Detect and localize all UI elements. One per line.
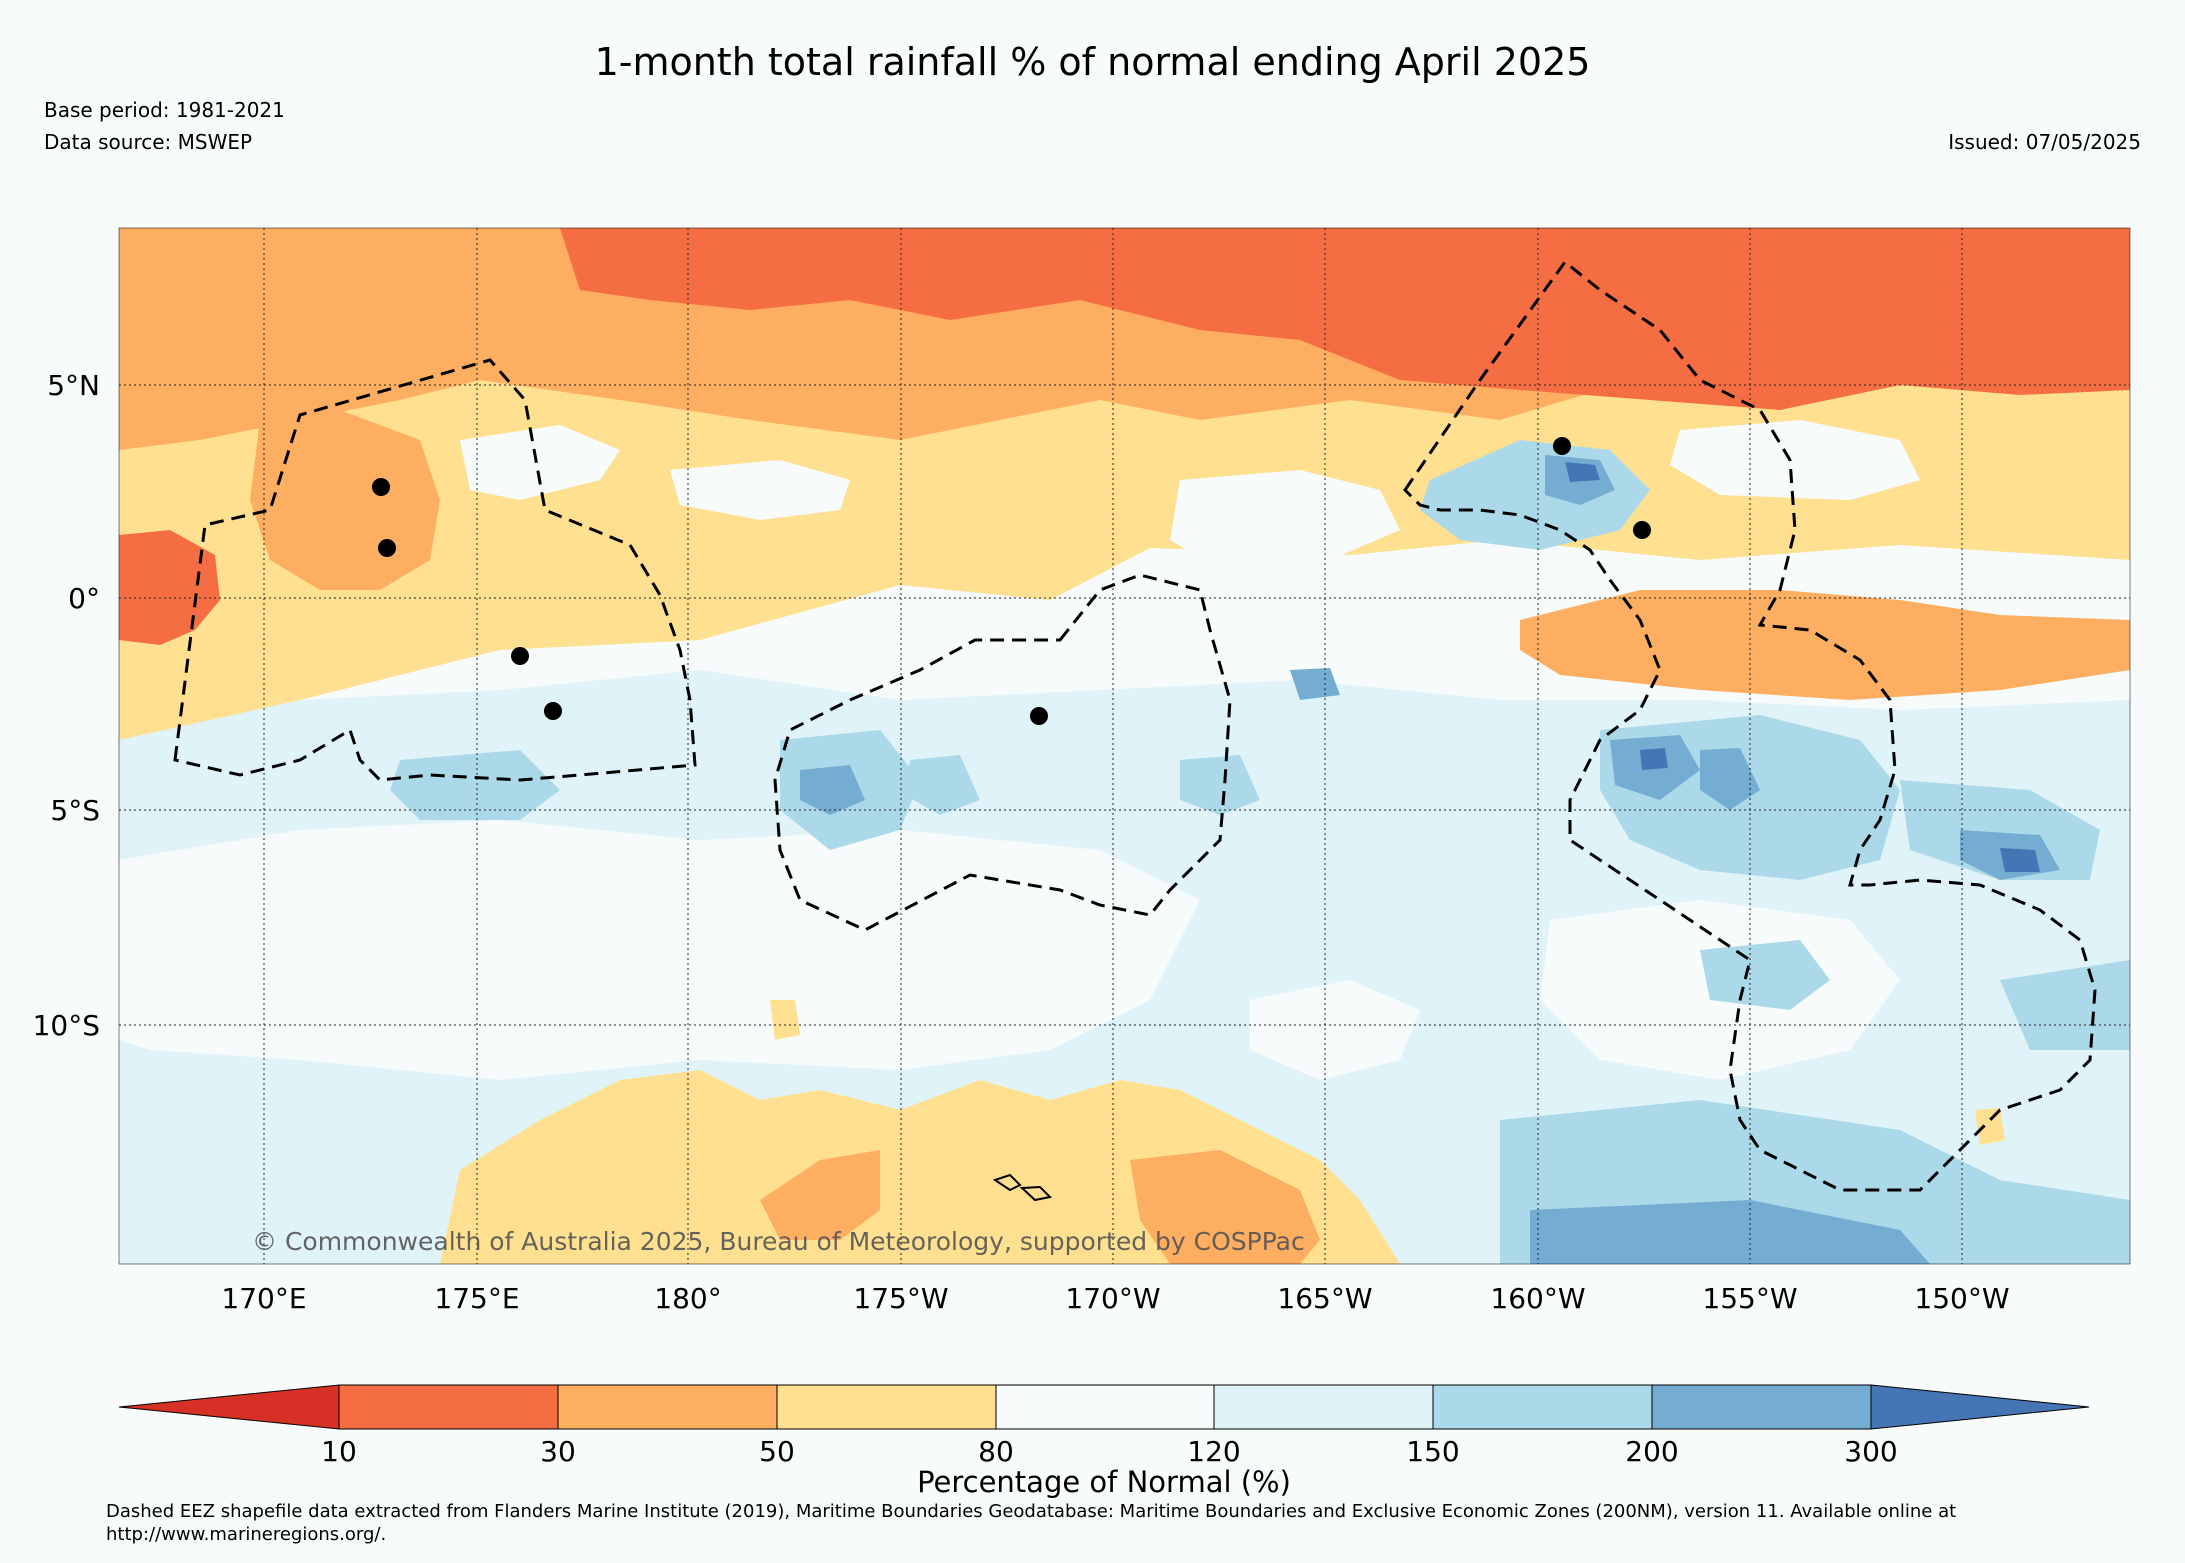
colorbar-bin-120-150 — [1213, 1384, 1434, 1430]
lon-label-170e: 170°E — [221, 1282, 306, 1315]
colorbar-tick: 80 — [978, 1435, 1014, 1468]
base-period: Base period: 1981-2021 — [44, 98, 285, 122]
data-source: Data source: MSWEP — [44, 130, 253, 154]
colorbar-tick: 150 — [1406, 1435, 1459, 1468]
colorbar-bin-80-120 — [995, 1384, 1215, 1430]
colorbar-tick: 200 — [1625, 1435, 1678, 1468]
colorbar-tick: 300 — [1844, 1435, 1897, 1468]
lon-label-175w: 175°W — [853, 1282, 948, 1315]
lat-label-5n: 5°N — [47, 369, 100, 402]
colorbar-bin-50-80 — [776, 1384, 997, 1430]
lat-labels: 5°N 0° 5°S 10°S — [33, 369, 100, 1042]
colorbar-extend-high — [1870, 1384, 2090, 1430]
map-frame — [118, 227, 2131, 1265]
samoa-islands — [992, 1173, 1053, 1202]
graticule — [119, 228, 2130, 1264]
lon-labels: 170°E 175°E 180° 175°W 170°W 165°W 160°W… — [221, 1282, 2009, 1315]
colorbar-tick: 120 — [1187, 1435, 1240, 1468]
eez-boundaries — [173, 259, 2097, 1192]
lat-label-10s: 10°S — [33, 1009, 100, 1042]
lon-label-175e: 175°E — [434, 1282, 519, 1315]
lat-label-5s: 5°S — [50, 794, 100, 827]
colorbar-bin-30-50 — [557, 1384, 778, 1430]
lon-label-165w: 165°W — [1277, 1282, 1372, 1315]
footnote: Dashed EEZ shapefile data extracted from… — [106, 1501, 1957, 1545]
colorbar-tick: 10 — [321, 1435, 357, 1468]
colorbar-bin-150-200 — [1432, 1384, 1653, 1430]
colorbar-bin-10-30 — [338, 1384, 559, 1430]
colorbar-tick: 50 — [759, 1435, 795, 1468]
map-title: 1-month total rainfall % of normal endin… — [594, 40, 1591, 84]
lat-label-0: 0° — [68, 582, 100, 615]
colorbar — [118, 1384, 2090, 1430]
rainfall-field — [119, 228, 2130, 1264]
lon-label-170w: 170°W — [1065, 1282, 1160, 1315]
colorbar-bin-200-300 — [1651, 1384, 1872, 1430]
lon-label-160w: 160°W — [1490, 1282, 1585, 1315]
copyright-text: © Commonwealth of Australia 2025, Bureau… — [252, 1227, 1305, 1256]
colorbar-tick: 30 — [540, 1435, 576, 1468]
issued-date: Issued: 07/05/2025 — [1948, 130, 2141, 154]
lon-label-150w: 150°W — [1914, 1282, 2009, 1315]
colorbar-title: Percentage of Normal (%) — [917, 1465, 1291, 1499]
lon-label-180: 180° — [654, 1282, 721, 1315]
lon-label-155w: 155°W — [1702, 1282, 1797, 1315]
colorbar-extend-low — [118, 1384, 340, 1430]
colorbar-ticks: 10 30 50 80 120 150 200 300 — [321, 1435, 1898, 1468]
island-markers — [372, 437, 1651, 725]
